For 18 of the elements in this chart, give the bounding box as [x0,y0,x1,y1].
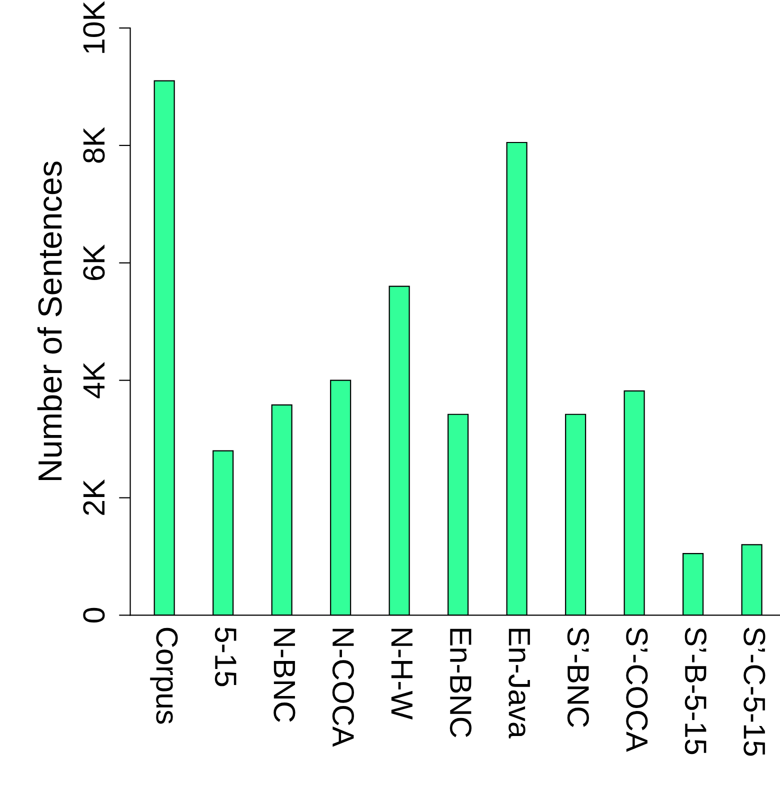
x-tick-label: Corpus [150,628,178,724]
y-axis-title: Number of Sentences [37,162,62,480]
y-tick-label: 0 [83,608,105,622]
x-tick-label: N-COCA [332,628,354,747]
x-tick-label: S’-BNC [567,628,589,728]
y-tick-label: 10K [83,1,105,53]
x-tick-label: En-Java [508,628,530,738]
y-tick-label: 4K [83,362,104,398]
x-tick-label: S’-COCA [626,628,648,752]
x-tick-label: En-BNC [450,628,472,738]
y-tick-label: 2K [83,479,104,515]
x-tick-label: N-BNC [274,628,296,722]
x-tick-label: N-H-W [391,628,412,720]
y-tick-label: 8K [83,127,105,163]
y-tick-label: 6K [83,244,105,280]
x-tick-label: S’-B-5-15 [684,628,706,754]
x-tick-label: 5-15 [214,628,236,686]
x-tick-label: S’-C-5-15 [744,628,766,756]
